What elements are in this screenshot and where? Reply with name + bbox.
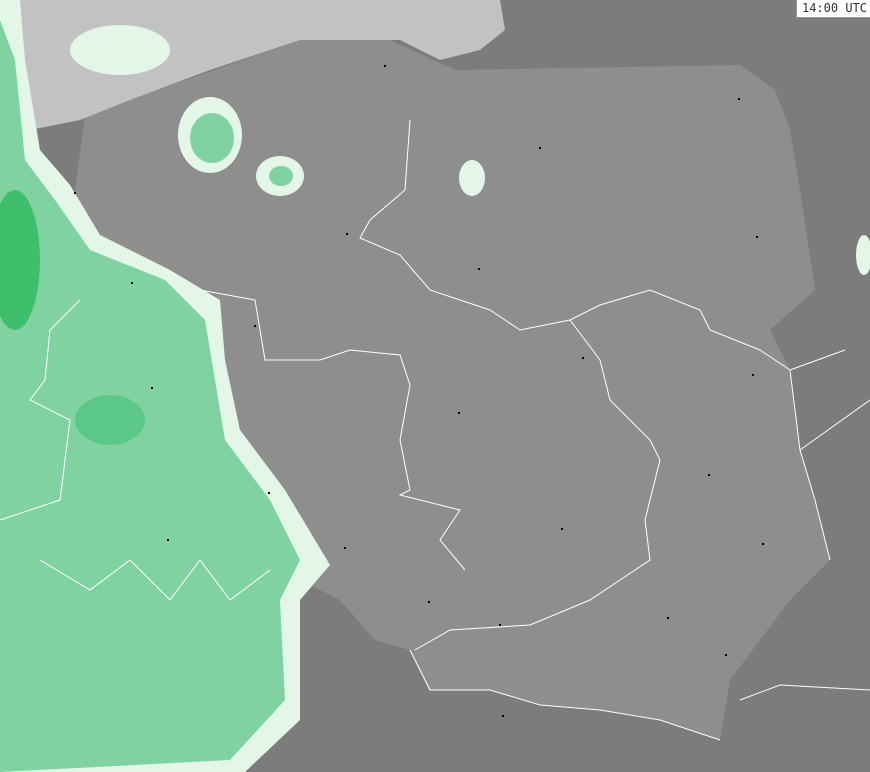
city-marker — [74, 192, 76, 194]
city-marker — [756, 236, 758, 238]
city-marker — [708, 474, 710, 476]
city-marker — [346, 233, 348, 235]
precipitation-cell — [459, 160, 485, 196]
city-marker — [344, 547, 346, 549]
precipitation-medium — [0, 20, 300, 772]
city-marker — [268, 492, 270, 494]
city-marker — [738, 98, 740, 100]
city-marker — [667, 617, 669, 619]
city-marker — [151, 387, 153, 389]
poland-area — [75, 40, 830, 740]
city-marker — [502, 715, 504, 717]
precipitation-cell — [70, 25, 170, 75]
city-marker — [167, 539, 169, 541]
precipitation-cell — [269, 166, 293, 186]
precipitation-heavy — [75, 395, 145, 445]
city-marker — [478, 268, 480, 270]
city-marker — [428, 601, 430, 603]
time-label: 14:00 UTC — [795, 0, 870, 18]
city-marker — [131, 282, 133, 284]
precipitation-cell — [856, 235, 870, 275]
city-marker — [539, 147, 541, 149]
city-marker — [582, 357, 584, 359]
borders — [0, 119, 870, 741]
city-marker — [254, 325, 256, 327]
city-marker — [725, 654, 727, 656]
precipitation-cell — [190, 113, 234, 163]
city-marker — [458, 412, 460, 414]
city-marker — [762, 543, 764, 545]
city-marker — [384, 65, 386, 67]
city-marker — [499, 624, 501, 626]
precipitation-heavy — [0, 190, 40, 330]
city-marker — [561, 528, 563, 530]
city-marker — [752, 374, 754, 376]
